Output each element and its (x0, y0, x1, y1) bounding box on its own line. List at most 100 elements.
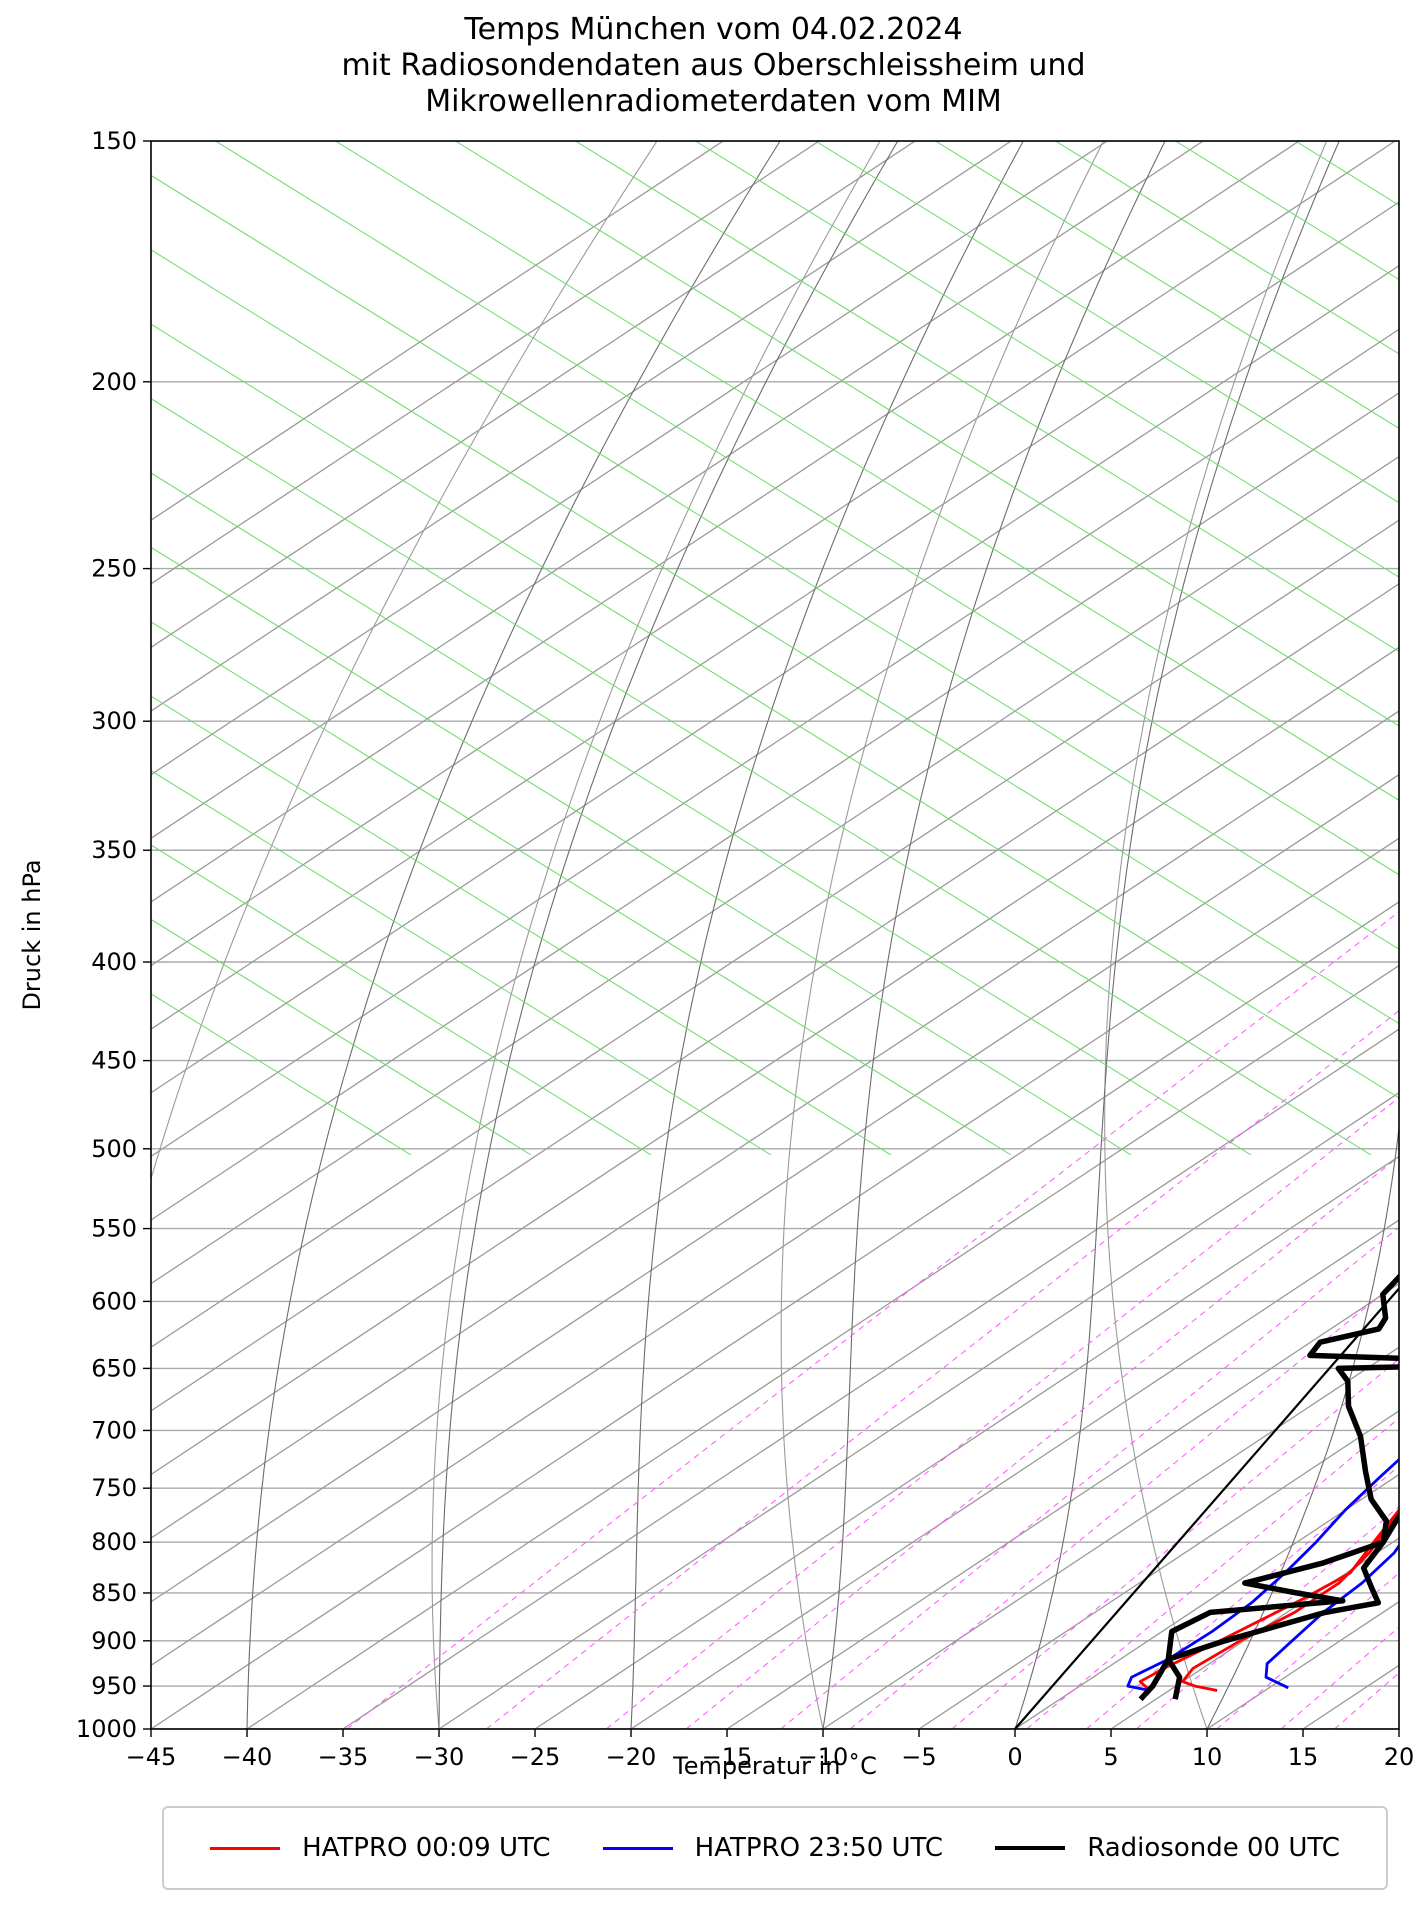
isotherm-gridline (151, 141, 1396, 967)
green-guide-line (151, 546, 1132, 1156)
mixing-ratio-line (849, 1279, 1399, 1729)
isotherm-gridline (630, 1219, 1399, 1729)
mixing-ratio-line (1334, 1672, 1399, 1729)
x-axis-label: Temperatur in ˚C (672, 1752, 877, 1780)
series-line-hatpro-temperature (1126, 1457, 1399, 1692)
x-tick-label: 5 (1103, 1743, 1118, 1771)
mixing-ratio-line (486, 1010, 1399, 1729)
x-tick-label: −35 (318, 1743, 369, 1771)
green-guide-line (151, 621, 1012, 1156)
y-tick-label: 500 (91, 1135, 137, 1163)
dry-adiabat (1104, 141, 1328, 1729)
isotherm-gridline (151, 583, 1399, 1412)
green-guide-line (694, 141, 1399, 578)
legend-label: Radiosonde 00 UTC (1087, 1833, 1340, 1863)
green-guide-line (1054, 141, 1399, 355)
chart-title-line-2: mit Radiosondendaten aus Oberschleisshei… (341, 48, 1086, 83)
series-line-radiosonde-dewpoint (1138, 1273, 1399, 1702)
chart-title-line-3: Mikrowellenradiometerdaten vom MIM (425, 84, 1002, 119)
legend-label: HATPRO 00:09 UTC (302, 1833, 551, 1863)
x-tick-label: 15 (1288, 1743, 1319, 1771)
mixing-ratio-line (951, 1358, 1399, 1729)
green-guide-line (151, 472, 1252, 1156)
isotherm-gridline (151, 328, 1399, 1158)
isotherm-gridline (822, 1346, 1399, 1729)
moist-adiabat (822, 141, 1166, 1729)
y-tick-label: 550 (91, 1215, 137, 1243)
moist-adiabat (1398, 1728, 1399, 1729)
isotherm-gridline (151, 710, 1399, 1539)
x-tick-label: −30 (414, 1743, 465, 1771)
green-guide-line (214, 141, 1399, 876)
plot-frame (150, 140, 1400, 1730)
series-line-hatpro-temperature (1264, 1543, 1399, 1690)
mixing-ratio-line (685, 1155, 1399, 1729)
y-tick-label: 650 (91, 1354, 137, 1382)
isotherm-gridline (726, 1282, 1399, 1729)
isotherm-gridline (151, 141, 724, 521)
isotherm-gridline (1206, 1600, 1399, 1729)
series-layer (1014, 1273, 1399, 1729)
legend-item-radiosonde: Radiosonde 00 UTC (995, 1833, 1340, 1863)
series-line-hatpro-temperature (1181, 1511, 1399, 1692)
isotherm-gridline (151, 141, 1108, 776)
isotherm-gridline (151, 141, 820, 585)
y-tick-label: 400 (91, 948, 137, 976)
mixing-ratio-line (1026, 1417, 1399, 1729)
x-tick-label: 0 (1007, 1743, 1022, 1771)
legend-swatch-blue (602, 1846, 673, 1850)
isotherm-gridline (342, 1028, 1399, 1729)
legend-swatch-black (995, 1846, 1066, 1850)
green-guide-line (1174, 141, 1399, 281)
y-axis-label: Druck in hPa (18, 859, 46, 1010)
dry-adiabat (431, 141, 881, 1729)
isotherm-gridline (151, 141, 1300, 903)
y-tick-label: 150 (91, 127, 137, 155)
grid-layer (151, 101, 1427, 1729)
moist-adiabat (438, 141, 899, 1729)
chart-legend: HATPRO 00:09 UTC HATPRO 23:50 UTC Radios… (162, 1806, 1388, 1890)
mixing-ratio-line (346, 911, 1399, 1729)
isotherm-gridline (151, 646, 1399, 1476)
chart-title-line-1: Temps München vom 04.02.2024 (464, 12, 963, 47)
green-guide-line (1294, 141, 1399, 206)
isotherm-gridline (246, 964, 1399, 1729)
axis-layer: −45 −40 −35 −30 −25 −20 −15 −10 −5 0 5 10 15 20 1000 95… (76, 127, 1414, 1771)
moist-adiabat (1206, 1123, 1399, 1729)
y-tick-label: 950 (91, 1672, 137, 1700)
y-tick-label: 800 (91, 1528, 137, 1556)
mixing-ratio-line (1086, 1465, 1399, 1729)
green-guide-line (151, 918, 532, 1156)
isotherm-gridline (151, 201, 1399, 1030)
skew-t-chart: −45 −40 −35 −30 −25 −20 −15 −10 −5 0 5 10 15 20 1000 95… (18, 101, 1427, 1780)
x-tick-label: −15 (702, 1743, 753, 1771)
green-guide-line (151, 770, 772, 1156)
green-guide-line (934, 141, 1399, 429)
isotherm-gridline (151, 141, 916, 649)
y-tick-label: 900 (91, 1627, 137, 1655)
isotherm-gridline (1398, 1728, 1399, 1729)
isotherm-gridline (918, 1410, 1399, 1729)
x-tick-label: −40 (222, 1743, 273, 1771)
green-guide-line (574, 141, 1399, 653)
dry-adiabat (1406, 141, 1427, 1729)
green-guide-line (1351, 101, 1427, 1155)
y-tick-label: 350 (91, 836, 137, 864)
green-guide-line (151, 993, 412, 1156)
series-line-hatpro-temperature (1138, 1507, 1399, 1692)
y-tick-label: 600 (91, 1287, 137, 1315)
isotherm-gridline (151, 455, 1399, 1285)
dry-adiabat (151, 141, 658, 1181)
green-guide-line (151, 323, 1399, 1099)
moist-adiabat (1014, 141, 1340, 1729)
isotherm-gridline (1110, 1537, 1399, 1729)
isotherm-gridline (151, 141, 1012, 712)
legend-item-hatpro-0009: HATPRO 00:09 UTC (210, 1833, 551, 1863)
y-tick-label: 850 (91, 1579, 137, 1607)
isotherm-gridline (151, 392, 1399, 1221)
legend-label: HATPRO 23:50 UTC (694, 1833, 944, 1863)
green-guide-line (151, 398, 1372, 1156)
y-tick-label: 300 (91, 707, 137, 735)
green-guide-line (151, 249, 1399, 1025)
legend-swatch-red (210, 1846, 281, 1850)
